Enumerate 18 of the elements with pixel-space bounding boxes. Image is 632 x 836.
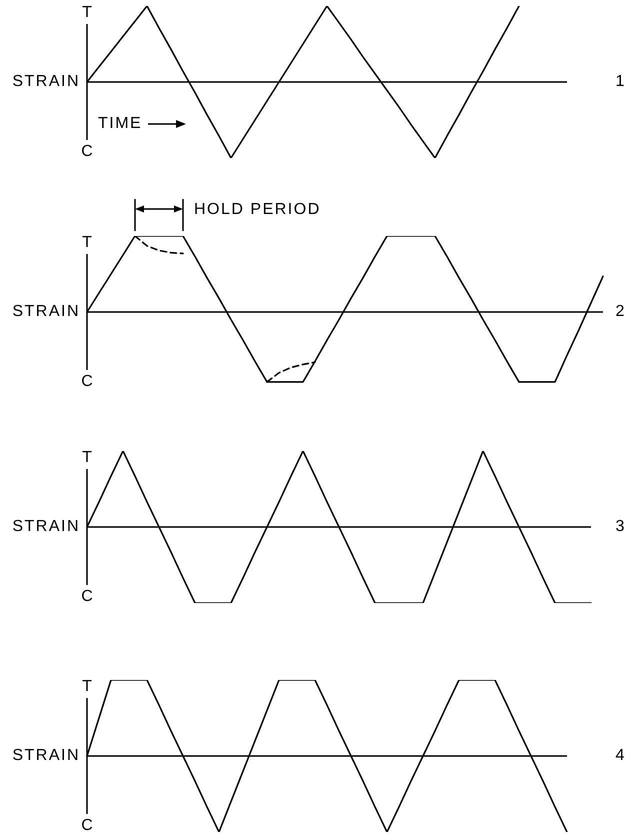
annotation: C	[81, 142, 93, 162]
x-axis-title: TIME	[98, 114, 142, 134]
y-axis-title: STRAIN	[12, 746, 80, 766]
text: HOLD PERIOD	[194, 200, 321, 220]
text: 1	[616, 72, 624, 92]
y-axis-title: STRAIN	[12, 72, 80, 92]
annotation: T	[82, 448, 92, 468]
text: 3	[616, 517, 624, 537]
annotation: T	[82, 677, 92, 697]
text: 2	[616, 302, 624, 322]
annotation: T	[82, 233, 92, 253]
annotation: C	[81, 816, 93, 836]
y-axis-title: STRAIN	[12, 302, 80, 322]
text: 4	[616, 746, 624, 766]
annotation: C	[81, 587, 93, 607]
annotation: C	[81, 372, 93, 392]
annotation: T	[82, 3, 92, 23]
y-axis-title: STRAIN	[12, 517, 80, 537]
